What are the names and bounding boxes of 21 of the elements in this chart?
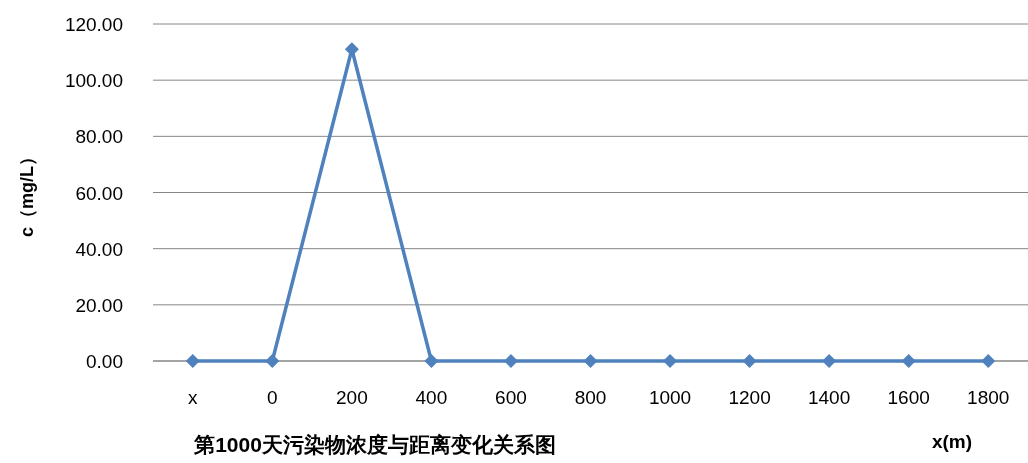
ytick: 60.00 (75, 182, 123, 204)
xtick: 1000 (648, 387, 692, 408)
xtick: 0 (267, 387, 278, 408)
xtick: 200 (336, 387, 368, 408)
ytick: 0.00 (86, 351, 123, 372)
xtick: x (188, 387, 198, 408)
xtick: 1400 (808, 387, 851, 408)
ytick: 40.00 (75, 238, 123, 260)
ytick: 80.00 (75, 126, 123, 148)
title: 第1000天污染物浓度与距离变化关系图 (194, 433, 556, 456)
xtick: 600 (495, 387, 527, 408)
xtick: 1600 (887, 387, 930, 408)
xtick: 1800 (967, 387, 1010, 408)
xtick: 1200 (728, 387, 771, 408)
ytick: 120.00 (64, 14, 123, 35)
ylabel: c（mg/L） (17, 148, 37, 237)
xlabel: x(m) (931, 431, 973, 452)
ytick: 100.00 (64, 70, 123, 92)
ytick: 20.00 (75, 294, 123, 316)
xtick: 400 (415, 387, 448, 408)
xtick: 800 (574, 387, 607, 408)
